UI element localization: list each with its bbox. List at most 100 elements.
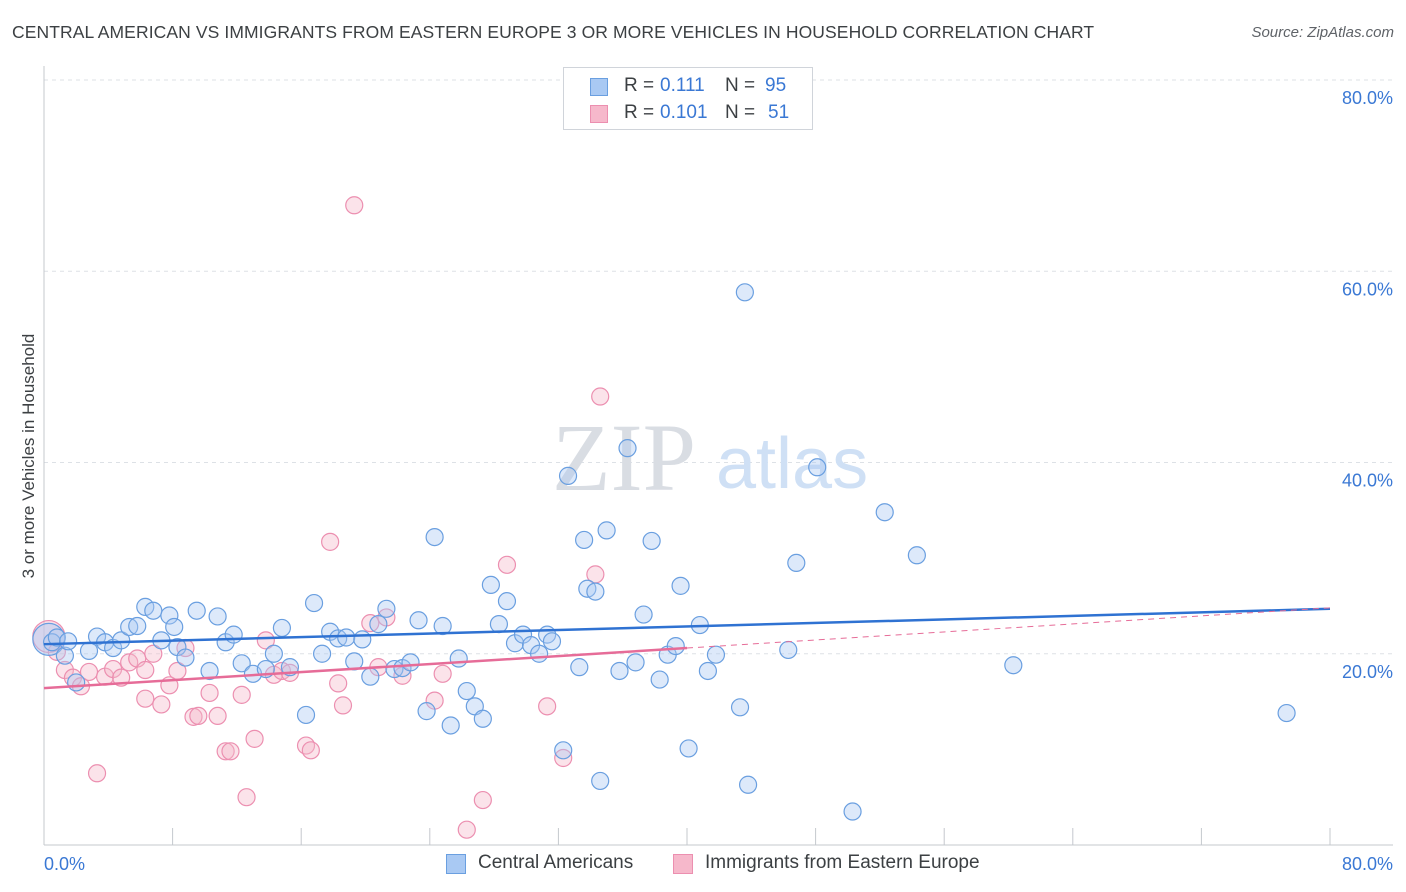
y-axis-title: 3 or more Vehicles in Household bbox=[19, 333, 38, 579]
central-americans-point bbox=[586, 582, 605, 601]
central-americans-point bbox=[679, 739, 698, 758]
eastern-europe-point bbox=[433, 664, 452, 683]
central-americans-point bbox=[312, 644, 332, 663]
grid-lines bbox=[44, 79, 1393, 655]
eastern-europe-point bbox=[87, 764, 107, 783]
central-americans-point bbox=[369, 615, 388, 634]
eastern-europe-point bbox=[321, 532, 340, 551]
central-americans-point bbox=[575, 530, 594, 550]
central-americans-point bbox=[160, 606, 179, 625]
central-americans-point bbox=[671, 576, 690, 595]
central-americans-point bbox=[626, 653, 645, 672]
central-americans-point bbox=[489, 615, 509, 634]
eastern-europe-point bbox=[208, 706, 227, 726]
central-americans-point bbox=[304, 593, 324, 613]
central-americans-point bbox=[457, 681, 476, 701]
central-americans-point bbox=[610, 661, 629, 681]
eastern-europe-point bbox=[345, 196, 364, 215]
central-americans-point bbox=[591, 771, 610, 791]
central-americans-point bbox=[59, 632, 78, 651]
central-americans-point bbox=[208, 607, 227, 626]
series-central-americans-points bbox=[32, 283, 1296, 821]
central-americans-point bbox=[441, 716, 460, 735]
central-americans-point bbox=[377, 599, 396, 618]
eastern-europe-point bbox=[301, 741, 320, 760]
central-americans-point bbox=[808, 458, 827, 477]
central-americans-point bbox=[650, 670, 669, 689]
central-americans-point bbox=[401, 653, 420, 672]
legend-n-value: 95 bbox=[765, 75, 787, 96]
central-americans-point bbox=[843, 802, 862, 821]
eastern-europe-point bbox=[329, 674, 348, 693]
central-americans-point bbox=[738, 775, 758, 794]
legend-r-value: 0.101 bbox=[660, 102, 708, 123]
legend-n-label: N = bbox=[725, 102, 756, 123]
y-tick-labels: 20.0% 40.0% 60.0% 80.0% bbox=[1342, 88, 1393, 682]
eastern-europe-point bbox=[591, 387, 610, 406]
eastern-europe-point bbox=[245, 729, 264, 748]
trend-line-central-americans bbox=[43, 607, 1331, 646]
central-americans-point bbox=[200, 661, 219, 681]
x-tick-label-min: 0.0% bbox=[44, 854, 85, 874]
central-americans-point bbox=[875, 503, 894, 522]
central-americans-point bbox=[597, 521, 616, 540]
legend-label-eastern-europe: Immigrants from Eastern Europe bbox=[705, 852, 980, 873]
central-americans-point bbox=[787, 553, 806, 573]
eastern-europe-point bbox=[554, 748, 573, 768]
central-americans-point bbox=[176, 648, 195, 667]
eastern-europe-point bbox=[473, 790, 492, 810]
axes bbox=[43, 66, 1393, 846]
central-americans-point bbox=[570, 658, 589, 677]
eastern-europe-point bbox=[538, 697, 557, 716]
legend-r-value: 0.111 bbox=[660, 75, 705, 96]
legend-r-label: R = bbox=[624, 102, 655, 123]
legend-swatch-blue bbox=[590, 78, 608, 96]
central-americans-point bbox=[698, 661, 717, 681]
central-americans-point bbox=[779, 640, 798, 660]
eastern-europe-point bbox=[232, 685, 251, 704]
central-americans-point bbox=[144, 601, 163, 620]
legend-n-label: N = bbox=[725, 75, 756, 96]
central-americans-point bbox=[272, 618, 292, 638]
trend-line-eastern-europe-extension bbox=[686, 607, 1331, 649]
central-americans-point bbox=[530, 644, 549, 663]
central-americans-point bbox=[558, 466, 578, 485]
legend-stats: R = 0.111 N = 95 R = 0.101 N = 51 bbox=[563, 67, 813, 130]
central-americans-point bbox=[232, 654, 251, 673]
central-americans-point bbox=[296, 705, 316, 725]
eastern-europe-point bbox=[221, 742, 240, 761]
legend-label-central-americans: Central Americans bbox=[478, 852, 634, 873]
central-americans-point bbox=[425, 527, 444, 547]
central-americans-point bbox=[449, 649, 468, 668]
eastern-europe-point bbox=[136, 660, 155, 680]
legend-n-value: 51 bbox=[768, 102, 790, 123]
legend-r-label: R = bbox=[624, 75, 655, 96]
central-americans-point bbox=[433, 616, 452, 636]
central-americans-point bbox=[1004, 656, 1023, 675]
central-americans-point bbox=[473, 709, 492, 728]
legend-swatch-pink bbox=[673, 854, 693, 874]
central-americans-point bbox=[361, 667, 380, 686]
y-tick-label-2: 60.0% bbox=[1342, 279, 1393, 299]
central-americans-point bbox=[55, 646, 74, 665]
central-americans-point bbox=[224, 625, 243, 644]
legend-swatch-pink bbox=[590, 105, 608, 123]
legend-swatch-blue bbox=[446, 854, 466, 874]
central-americans-point bbox=[417, 702, 436, 721]
central-americans-point bbox=[112, 631, 131, 650]
central-americans-point bbox=[165, 617, 184, 637]
x-tick-label-max: 80.0% bbox=[1342, 854, 1393, 874]
central-americans-point bbox=[481, 575, 500, 595]
eastern-europe-point bbox=[256, 631, 275, 650]
y-tick-label-3: 80.0% bbox=[1342, 88, 1393, 108]
central-americans-point bbox=[497, 592, 517, 611]
central-americans-point bbox=[730, 698, 750, 717]
watermark-zip: ZIP bbox=[552, 404, 696, 511]
central-americans-point bbox=[264, 644, 283, 663]
central-americans-point bbox=[187, 601, 206, 620]
watermark: ZIP atlas bbox=[552, 404, 868, 511]
eastern-europe-point bbox=[237, 788, 256, 807]
central-americans-point bbox=[706, 645, 726, 664]
central-americans-point bbox=[409, 611, 428, 630]
